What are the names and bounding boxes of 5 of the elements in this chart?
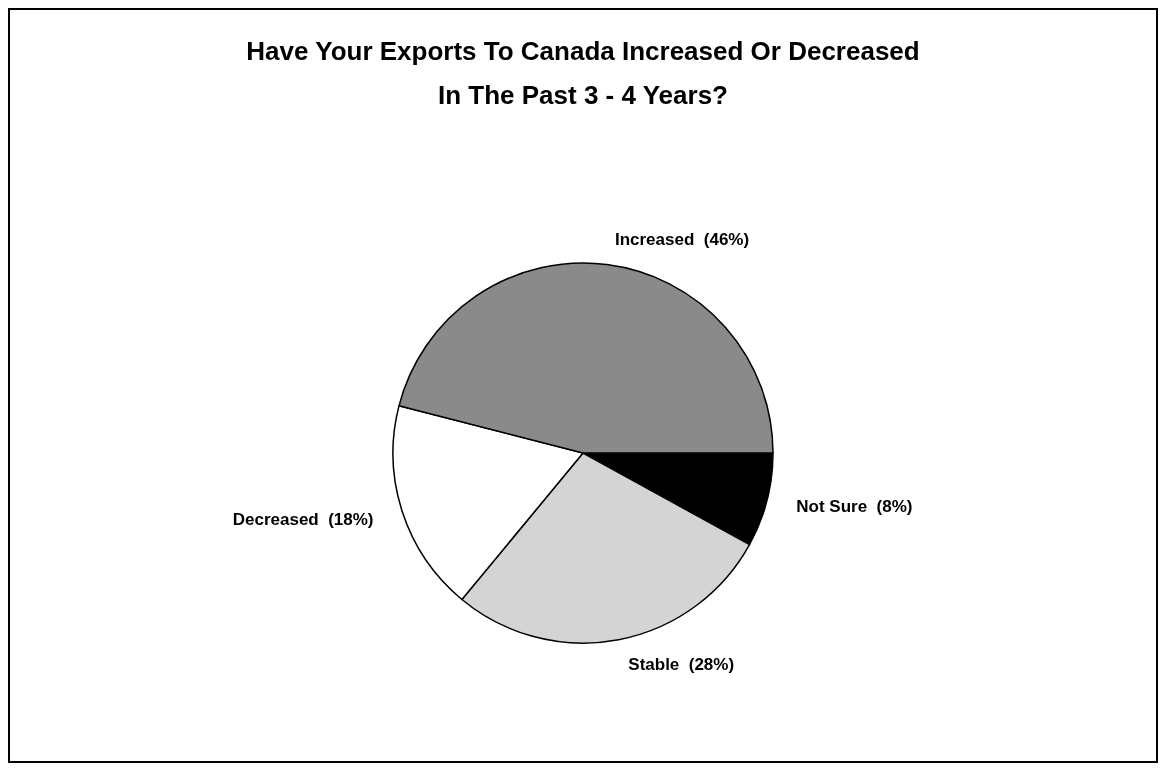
slice-label: Increased (46%) bbox=[614, 230, 750, 250]
slice-label: Decreased (18%) bbox=[232, 510, 374, 530]
chart-title: Have Your Exports To Canada Increased Or Decreased In The Past 3 - 4 Years? bbox=[246, 36, 920, 110]
slice-label: Not Sure (8%) bbox=[796, 497, 913, 517]
slice-label: Stable (28%) bbox=[628, 654, 735, 674]
